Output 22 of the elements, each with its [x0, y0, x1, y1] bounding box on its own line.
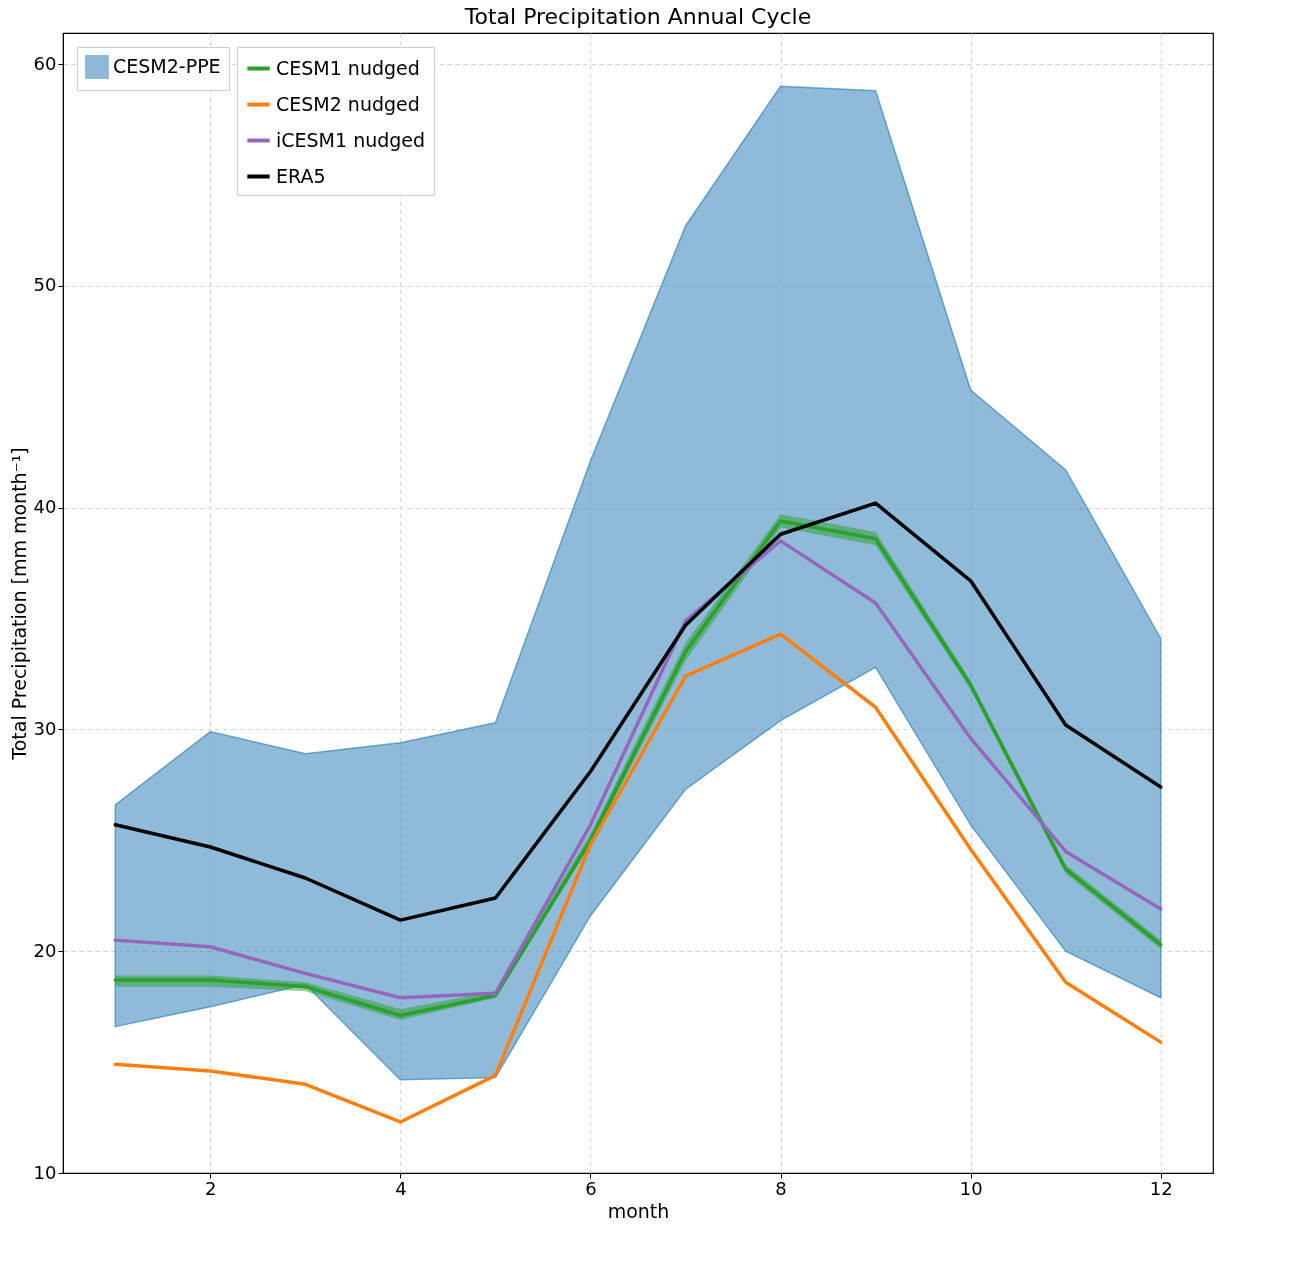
- legend-label: CESM1 nudged: [276, 56, 420, 79]
- line-series: [113, 501, 1163, 922]
- y-tick-label: 40: [33, 496, 57, 518]
- x-tick-label: 12: [1149, 1177, 1173, 1199]
- x-axis-title: month: [607, 1199, 670, 1222]
- legend-label: ERA5: [276, 164, 326, 187]
- x-tick-label: 8: [775, 1177, 787, 1199]
- legend-label: iCESM1 nudged: [276, 128, 426, 151]
- legend-label: CESM2 nudged: [276, 92, 420, 115]
- line-series: [113, 632, 1163, 1124]
- x-tick-label: 4: [395, 1177, 407, 1199]
- x-tick-label: 10: [959, 1177, 983, 1199]
- y-axis-title: Total Precipitation [mm month⁻¹]: [7, 447, 30, 761]
- y-tick-label: 60: [33, 52, 57, 74]
- y-tick-label: 20: [33, 939, 57, 961]
- x-tick-label: 2: [205, 1177, 217, 1199]
- chart-title: Total Precipitation Annual Cycle: [463, 4, 812, 29]
- y-tick-label: 30: [33, 717, 57, 739]
- y-tick-label: 50: [33, 274, 57, 296]
- legend-label: CESM2-PPE: [113, 55, 221, 77]
- y-tick-label: 10: [33, 1161, 57, 1183]
- x-tick-label: 6: [585, 1177, 597, 1199]
